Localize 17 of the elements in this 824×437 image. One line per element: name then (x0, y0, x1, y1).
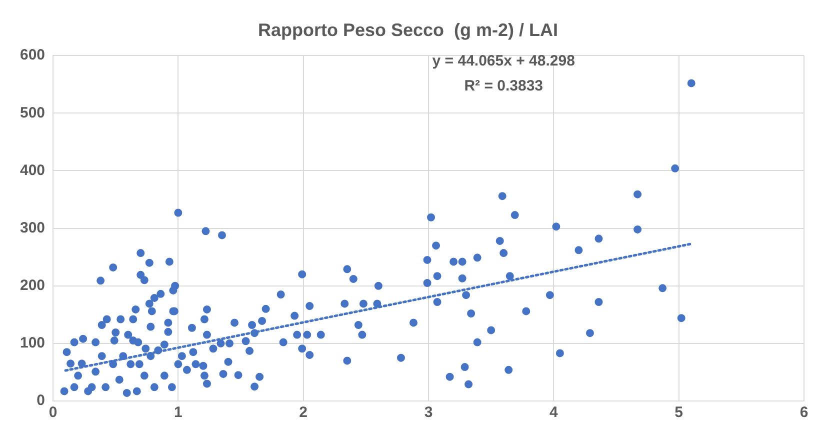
x-tick-label: 5 (674, 404, 684, 422)
annotation: y = 44.065x + 48.298 (432, 52, 575, 70)
x-tick-label: 1 (174, 404, 182, 422)
y-tick-label: 100 (20, 334, 46, 352)
x-tick-label: 3 (424, 404, 433, 422)
y-tick-label: 300 (20, 219, 46, 236)
chart-title: Rapporto Peso Secco (g m-2) / LAI (258, 20, 558, 40)
x-tick-label: 2 (299, 404, 308, 422)
x-tick-label: 0 (48, 404, 58, 422)
y-tick-label: 0 (36, 392, 46, 410)
y-tick-label: 400 (20, 162, 46, 179)
y-tick-label: 200 (20, 277, 46, 294)
x-tick-label: 4 (550, 404, 559, 422)
y-tick-label: 600 (20, 46, 46, 64)
y-tick-label: 500 (20, 104, 46, 122)
annotation: R² = 0.3833 (464, 78, 544, 95)
x-tick-label: 6 (800, 404, 808, 422)
